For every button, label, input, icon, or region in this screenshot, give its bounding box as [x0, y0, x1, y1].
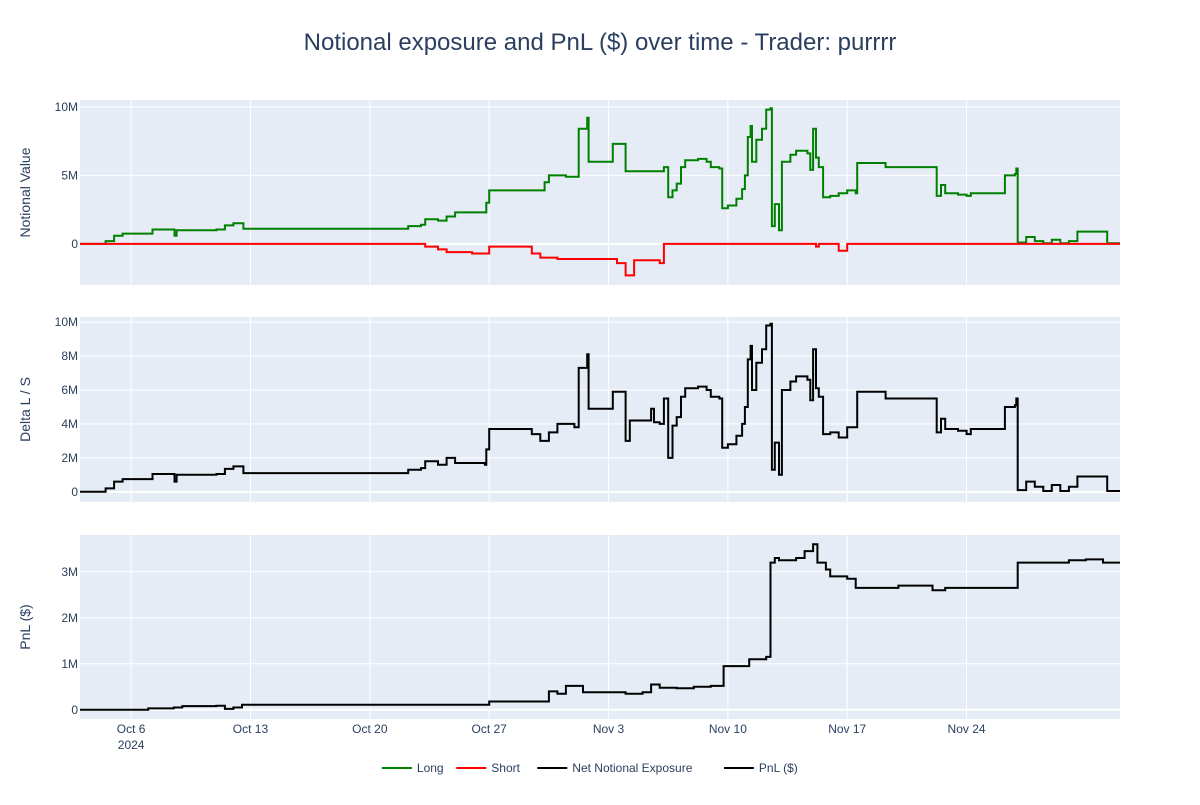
- y-tick-label: 10M: [55, 100, 78, 114]
- legend-item-long[interactable]: Long: [381, 761, 444, 775]
- panel-2: 0 2M 4M 6M 8M 10M Delta L / S: [17, 315, 1120, 502]
- x-tick-label: Nov 10: [709, 722, 747, 736]
- y-tick-label: 1M: [61, 657, 78, 671]
- x-axis: Oct 6 2024 Oct 13 Oct 20 Oct 27 Nov 3 Nov 10 No…: [117, 722, 986, 752]
- legend-label: Long: [417, 761, 444, 775]
- y-tick-label: 5M: [61, 168, 78, 182]
- legend-label: Net Notional Exposure: [572, 761, 692, 775]
- panel-3: 0 1M 2M 3M PnL ($): [17, 535, 1120, 719]
- x-tick-label: Oct 27: [472, 722, 508, 736]
- panels: 0 5M 10M Notional Value 0 2M 4M 6M 8M 10M Delta L …: [17, 100, 1120, 719]
- y-tick-label: 10M: [55, 315, 78, 329]
- x-tick-label: Nov 24: [948, 722, 986, 736]
- x-tick-label: Oct 20: [352, 722, 388, 736]
- plot-background: [80, 100, 1120, 285]
- y-tick-label: 0: [71, 237, 78, 251]
- legend-label: Short: [491, 761, 520, 775]
- y-tick-label: 0: [71, 703, 78, 717]
- panel-1: 0 5M 10M Notional Value: [17, 100, 1120, 285]
- legend-item-net-notional-exposure[interactable]: Net Notional Exposure: [537, 761, 693, 775]
- x-tick-sublabel: 2024: [118, 738, 145, 752]
- legend-item-short[interactable]: Short: [456, 761, 521, 775]
- y-axis-title: Delta L / S: [17, 377, 33, 442]
- series-line-short: [80, 242, 1120, 277]
- y-tick-label: 2M: [61, 451, 78, 465]
- y-tick-label: 4M: [61, 417, 78, 431]
- x-tick-label: Nov 3: [593, 722, 625, 736]
- legend-item-pnl[interactable]: PnL ($): [723, 761, 798, 775]
- series-line-pnl: [80, 543, 1120, 711]
- x-tick-label: Nov 17: [828, 722, 866, 736]
- legend-label: PnL ($): [759, 761, 798, 775]
- y-axis-title: Notional Value: [17, 147, 33, 237]
- y-axis-title: PnL ($): [17, 604, 33, 649]
- y-tick-label: 8M: [61, 349, 78, 363]
- series-line-long: [80, 107, 1120, 245]
- series-line-net-notional-exposure: [80, 322, 1120, 493]
- legend: Long Short Net Notional Exposure PnL ($): [381, 761, 798, 775]
- y-tick-label: 6M: [61, 383, 78, 397]
- x-tick-label: Oct 13: [233, 722, 269, 736]
- x-tick-label: Oct 6: [117, 722, 146, 736]
- y-tick-label: 3M: [61, 565, 78, 579]
- chart-title: Notional exposure and PnL ($) over time …: [304, 29, 897, 56]
- plot-background: [80, 535, 1120, 719]
- y-tick-label: 0: [71, 485, 78, 499]
- y-tick-label: 2M: [61, 611, 78, 625]
